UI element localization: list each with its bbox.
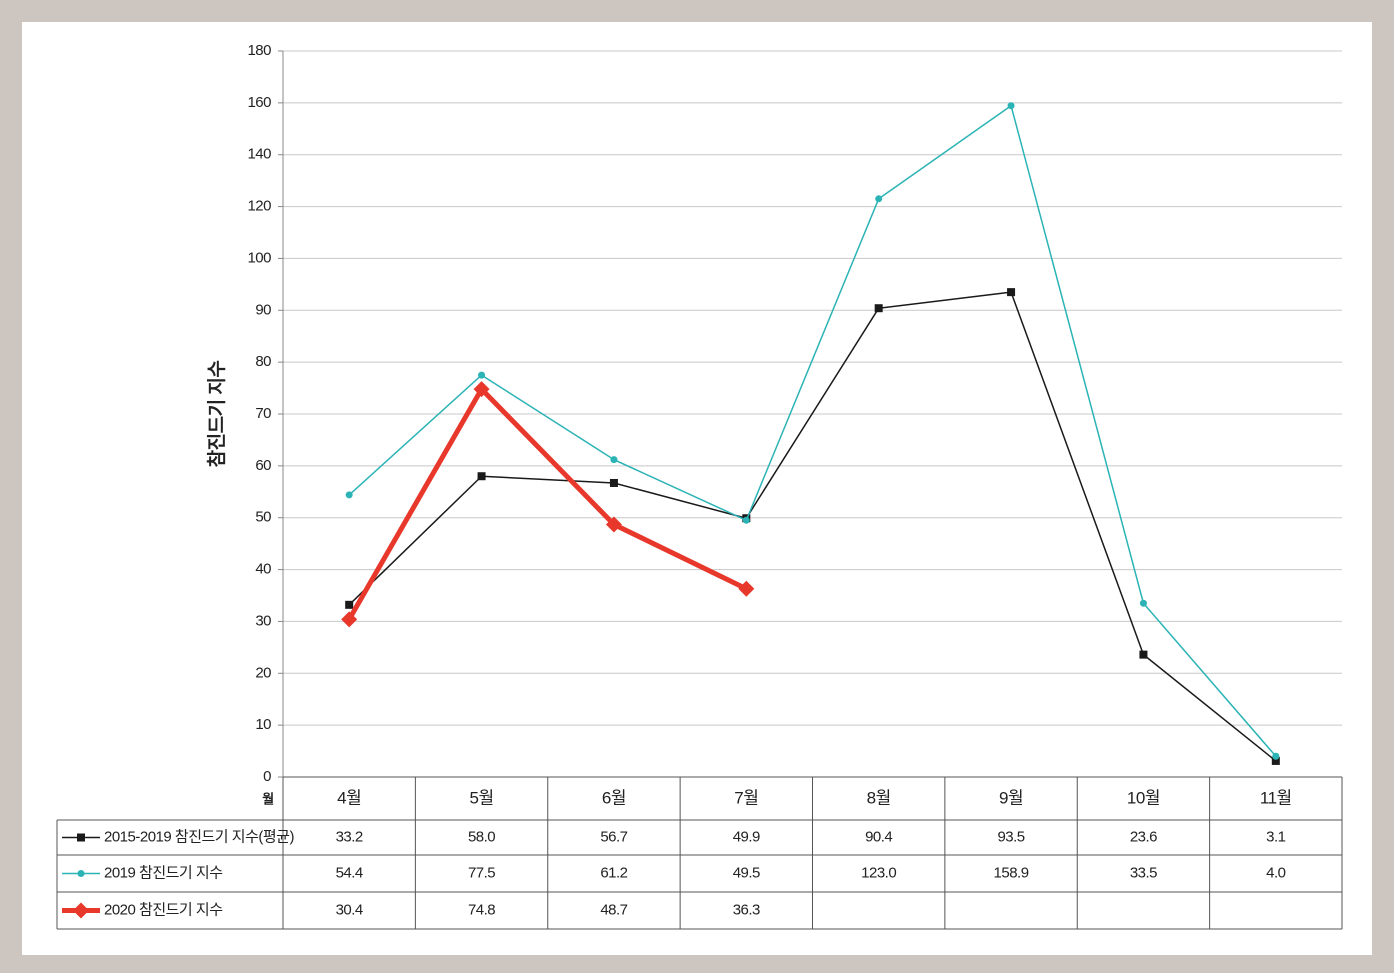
table-value: 30.4 <box>336 901 363 918</box>
marker <box>341 611 358 628</box>
y-tick-label: 40 <box>255 561 271 578</box>
marker <box>742 516 750 524</box>
marker <box>1007 102 1015 110</box>
marker <box>738 580 755 597</box>
legend-label: 2020 참진드기 지수 <box>104 901 223 918</box>
y-tick-label: 180 <box>247 42 271 59</box>
x-tick-label: 11월 <box>1260 788 1292 807</box>
marker <box>473 381 490 398</box>
y-tick-label: 60 <box>255 457 271 474</box>
marker <box>478 371 486 379</box>
panel <box>22 22 1372 955</box>
marker <box>345 491 353 499</box>
y-tick-label: 20 <box>255 664 271 681</box>
marker <box>875 195 883 203</box>
marker <box>477 472 486 481</box>
y-tick-label: 50 <box>255 509 271 526</box>
series-line <box>348 104 1277 757</box>
y-tick-label: 140 <box>247 146 271 163</box>
x-tick-label: 4월 <box>337 788 361 807</box>
table-value: 123.0 <box>861 864 896 881</box>
table-value: 23.6 <box>1130 828 1157 845</box>
x-tick-label: 9월 <box>999 788 1023 807</box>
table-value: 56.7 <box>600 828 627 845</box>
y-tick-label: 80 <box>255 353 271 370</box>
table-value: 49.5 <box>733 864 760 881</box>
y-tick-label: 90 <box>255 301 271 318</box>
marker <box>1139 599 1147 607</box>
marker <box>1271 756 1280 765</box>
marker <box>605 516 622 533</box>
table-value: 58.0 <box>468 828 495 845</box>
table-value: 4.0 <box>1266 864 1286 881</box>
legend-marker <box>77 833 85 842</box>
marker <box>1007 288 1016 297</box>
table-value: 93.5 <box>997 828 1024 845</box>
legend-marker <box>77 870 85 877</box>
marker <box>1139 650 1148 659</box>
y-tick-label: 30 <box>255 612 271 629</box>
marker <box>610 456 618 464</box>
table-value: 3.1 <box>1266 828 1286 845</box>
table-value: 61.2 <box>600 864 627 881</box>
y-tick-label: 10 <box>255 716 271 733</box>
table-value: 48.7 <box>600 901 627 918</box>
y-tick-label: 160 <box>247 94 271 111</box>
y-tick-label: 120 <box>247 198 271 215</box>
y-tick-label: 100 <box>247 249 271 266</box>
marker <box>609 478 618 487</box>
series-line <box>347 386 748 621</box>
x-tick-label: 10월 <box>1127 788 1160 807</box>
table-value: 36.3 <box>733 901 760 918</box>
marker <box>1272 752 1280 760</box>
table-value: 77.5 <box>468 864 495 881</box>
series-line <box>348 291 1277 762</box>
x-tick-label: 7월 <box>734 788 758 807</box>
table-value: 90.4 <box>865 828 892 845</box>
legend-label: 2015-2019 참진드기 지수(평균) <box>104 828 294 845</box>
table-value: 33.2 <box>336 828 363 845</box>
legend-marker <box>73 902 89 919</box>
x-tick-label: 6월 <box>602 788 626 807</box>
legend-label: 2019 참진드기 지수 <box>104 864 223 881</box>
x-tick-label: 5월 <box>470 788 494 807</box>
x-tick-label: 8월 <box>867 788 891 807</box>
y-tick-label: 70 <box>255 405 271 422</box>
table-value: 74.8 <box>468 901 495 918</box>
table-value: 33.5 <box>1130 864 1157 881</box>
table-value: 49.9 <box>733 828 760 845</box>
table-value: 54.4 <box>336 864 363 881</box>
marker <box>345 600 354 609</box>
y-axis-label: 참진드기 지수 <box>206 361 228 468</box>
marker <box>874 304 883 313</box>
y-tick-label: 0 <box>263 768 271 785</box>
x-axis-label: 월 <box>262 791 273 806</box>
table-value: 158.9 <box>994 864 1029 881</box>
